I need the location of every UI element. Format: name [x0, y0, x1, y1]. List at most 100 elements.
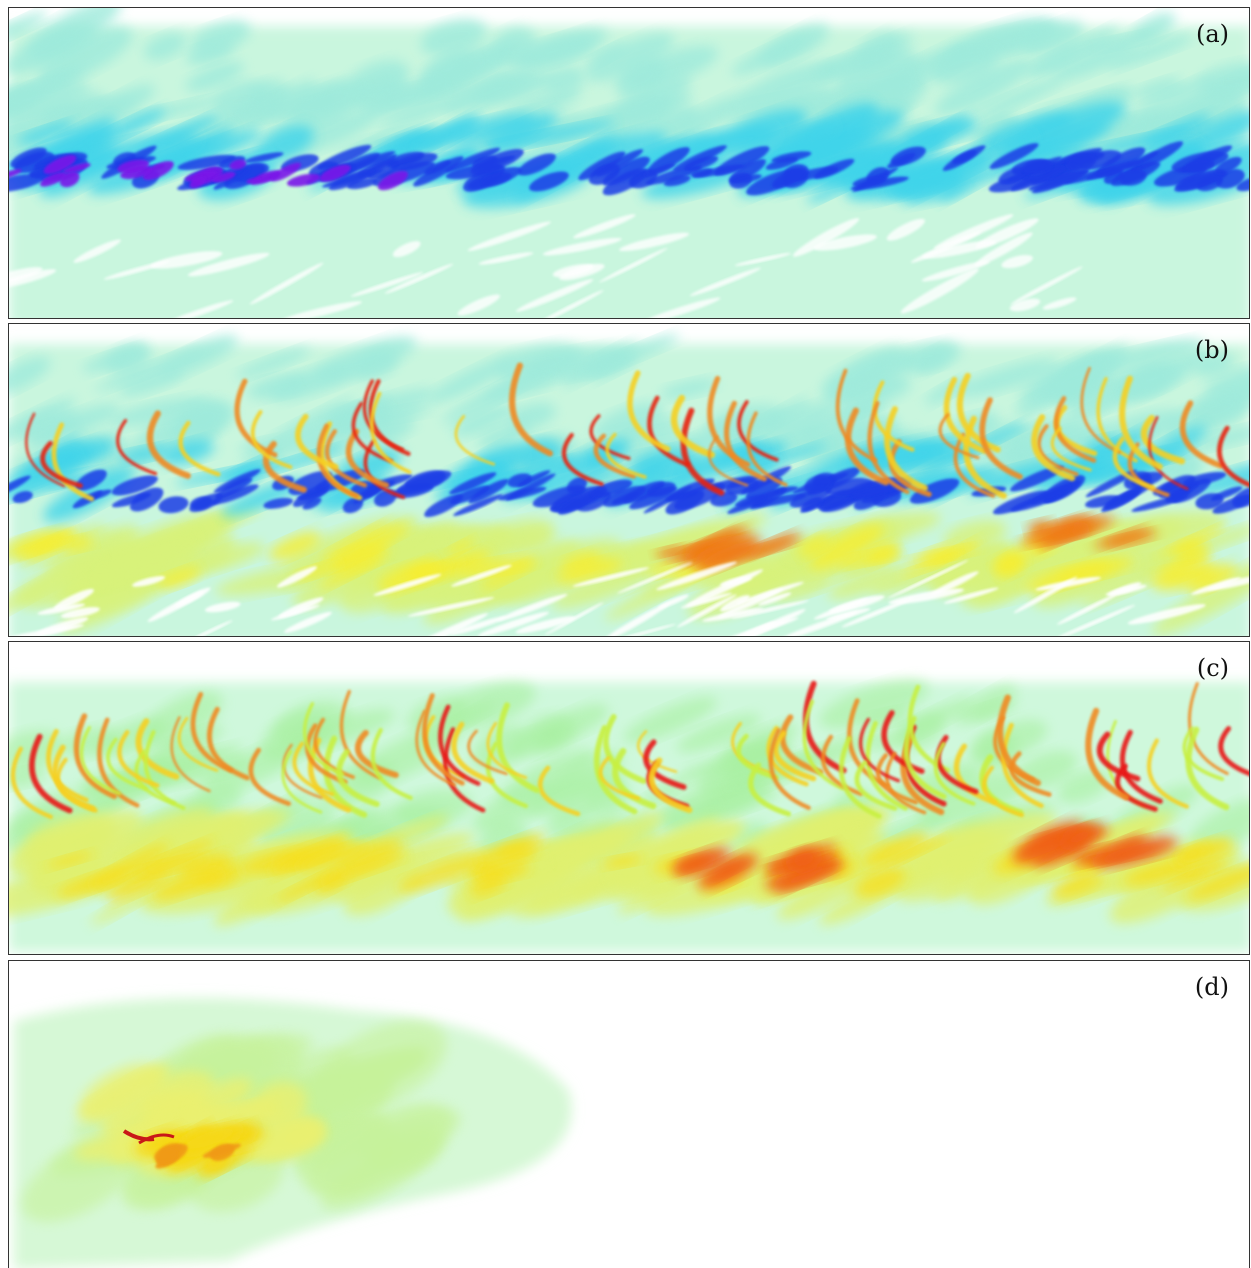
- shape: [590, 479, 633, 498]
- shape: [863, 832, 928, 867]
- shape: [544, 602, 604, 635]
- shape: [737, 400, 779, 462]
- shape: [605, 874, 688, 900]
- shape: [593, 433, 636, 479]
- shape: [758, 592, 792, 606]
- shape: [542, 66, 586, 94]
- shape: [122, 1129, 155, 1142]
- field: [9, 334, 1249, 636]
- shape: [708, 435, 749, 487]
- shape: [178, 420, 221, 477]
- shape: [851, 482, 905, 498]
- shape: [269, 840, 347, 876]
- shape: [602, 168, 648, 196]
- shape: [887, 560, 969, 599]
- shape: [933, 741, 976, 806]
- shape: [922, 240, 997, 259]
- shape: [278, 301, 362, 318]
- shape: [697, 853, 759, 889]
- shape: [718, 588, 783, 618]
- shape: [656, 561, 737, 591]
- shape: [389, 128, 441, 152]
- shape: [59, 171, 80, 188]
- shape: [676, 594, 737, 628]
- shape: [282, 743, 323, 799]
- shape: [395, 788, 472, 827]
- shape: [1215, 156, 1242, 174]
- shape: [1112, 436, 1155, 490]
- shape: [1178, 425, 1249, 452]
- shape: [515, 616, 576, 634]
- shape: [160, 439, 215, 466]
- shape: [647, 395, 690, 467]
- shape: [773, 857, 841, 892]
- shape: [245, 152, 284, 163]
- shape: [1085, 469, 1137, 498]
- shape: [593, 724, 638, 815]
- shape: [283, 611, 332, 633]
- shape: [727, 89, 831, 118]
- shape: [674, 854, 716, 872]
- shape: [63, 163, 91, 173]
- shape: [150, 251, 223, 269]
- shape: [9, 624, 84, 636]
- shape: [243, 1114, 327, 1162]
- shape: [734, 253, 792, 266]
- shape: [151, 744, 243, 773]
- shape: [106, 737, 148, 791]
- shape: [427, 550, 491, 581]
- shape: [1056, 594, 1116, 625]
- shape: [37, 27, 133, 85]
- shape: [1174, 859, 1229, 879]
- shape: [779, 714, 824, 776]
- shape: [1187, 391, 1249, 428]
- shape: [347, 177, 378, 190]
- shape: [454, 414, 496, 466]
- shape: [598, 756, 641, 801]
- shape: [10, 746, 53, 820]
- shape: [989, 143, 1039, 169]
- shape: [442, 365, 549, 424]
- shape: [43, 155, 77, 174]
- shape: [573, 214, 636, 239]
- shape: [213, 168, 251, 190]
- shape: [596, 149, 644, 177]
- shape: [40, 440, 83, 489]
- shape: [838, 736, 882, 819]
- shape: [144, 32, 186, 61]
- shape: [185, 61, 245, 92]
- shape: [51, 422, 95, 502]
- shape: [585, 33, 675, 82]
- shape: [263, 497, 294, 509]
- shape: [558, 489, 601, 515]
- shape: [772, 730, 817, 782]
- shape: [1119, 375, 1163, 470]
- shape: [9, 356, 51, 396]
- shape: [373, 573, 442, 596]
- shape: [213, 469, 261, 493]
- panel-label: (d): [1194, 973, 1229, 1001]
- shape: [731, 34, 810, 76]
- shape: [445, 147, 501, 173]
- shape: [921, 260, 990, 282]
- shape: [835, 368, 878, 463]
- shape: [146, 410, 191, 479]
- shape: [305, 723, 348, 785]
- shape: [536, 456, 581, 474]
- shape: [599, 247, 668, 283]
- shape: [176, 853, 234, 881]
- shape: [449, 485, 490, 505]
- shape: [735, 494, 766, 508]
- shape: [998, 166, 1029, 185]
- shape: [845, 407, 889, 486]
- shape: [591, 402, 665, 441]
- shape: [897, 812, 1058, 866]
- shape: [867, 401, 910, 495]
- shape: [1193, 352, 1235, 377]
- shape: [648, 757, 693, 814]
- shape: [1096, 377, 1138, 463]
- shape: [292, 483, 330, 507]
- shape: [1192, 455, 1249, 495]
- shape: [223, 1124, 257, 1146]
- shape: [206, 706, 250, 781]
